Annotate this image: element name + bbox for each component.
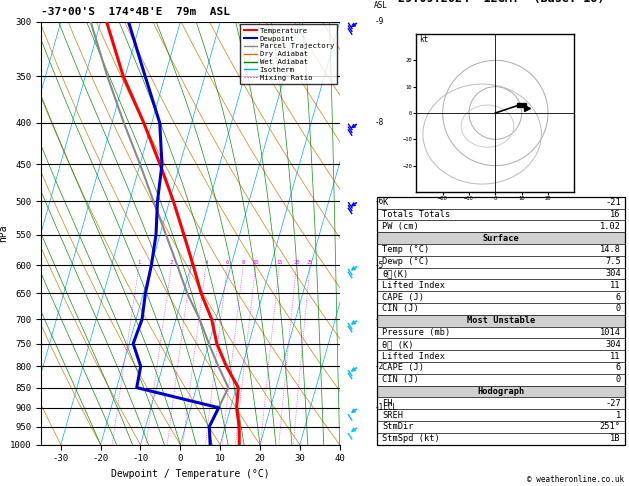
Text: SREH: SREH xyxy=(382,411,403,420)
Text: 1014: 1014 xyxy=(600,328,621,337)
Text: StmDir: StmDir xyxy=(382,422,414,432)
Text: CAPE (J): CAPE (J) xyxy=(382,293,425,302)
Text: 15: 15 xyxy=(276,260,282,265)
Text: -3: -3 xyxy=(374,315,384,324)
Text: 251°: 251° xyxy=(600,422,621,432)
Text: EH: EH xyxy=(382,399,393,408)
Text: 8: 8 xyxy=(242,260,245,265)
Text: -6: -6 xyxy=(374,197,384,206)
Text: 10: 10 xyxy=(253,260,259,265)
Text: θᴇ(K): θᴇ(K) xyxy=(382,269,409,278)
Text: 2: 2 xyxy=(170,260,173,265)
Text: Most Unstable: Most Unstable xyxy=(467,316,535,325)
Text: K: K xyxy=(382,198,387,207)
Text: 1.02: 1.02 xyxy=(600,222,621,231)
Text: 29.09.2024  12GMT  (Base: 18): 29.09.2024 12GMT (Base: 18) xyxy=(398,0,605,5)
Text: -2: -2 xyxy=(374,362,384,371)
Text: -9: -9 xyxy=(374,17,384,26)
Y-axis label: hPa: hPa xyxy=(0,225,8,242)
Text: 7.5: 7.5 xyxy=(605,257,621,266)
Text: 3: 3 xyxy=(190,260,193,265)
Text: -21: -21 xyxy=(605,198,621,207)
Text: -8: -8 xyxy=(374,119,384,127)
Text: CIN (J): CIN (J) xyxy=(382,375,419,384)
Text: 0: 0 xyxy=(616,375,621,384)
Text: StmSpd (kt): StmSpd (kt) xyxy=(382,434,440,443)
Text: Surface: Surface xyxy=(482,234,520,243)
Text: Lifted Index: Lifted Index xyxy=(382,281,445,290)
Legend: Temperature, Dewpoint, Parcel Trajectory, Dry Adiabat, Wet Adiabat, Isotherm, Mi: Temperature, Dewpoint, Parcel Trajectory… xyxy=(240,24,338,85)
X-axis label: Dewpoint / Temperature (°C): Dewpoint / Temperature (°C) xyxy=(111,469,270,479)
Text: Temp (°C): Temp (°C) xyxy=(382,245,430,255)
Text: -27: -27 xyxy=(605,399,621,408)
Text: Totals Totals: Totals Totals xyxy=(382,210,451,219)
Text: θᴇ (K): θᴇ (K) xyxy=(382,340,414,349)
Text: © weatheronline.co.uk: © weatheronline.co.uk xyxy=(528,474,625,484)
Text: Dewp (°C): Dewp (°C) xyxy=(382,257,430,266)
Text: 16: 16 xyxy=(610,210,621,219)
Text: -1LCL: -1LCL xyxy=(374,403,398,412)
Text: km
ASL: km ASL xyxy=(374,0,388,10)
Text: kt: kt xyxy=(419,35,428,44)
Text: 1B: 1B xyxy=(610,434,621,443)
Text: 25: 25 xyxy=(307,260,313,265)
Text: -5: -5 xyxy=(374,261,384,270)
Text: Hodograph: Hodograph xyxy=(477,387,525,396)
Text: 304: 304 xyxy=(605,269,621,278)
Text: 6: 6 xyxy=(616,293,621,302)
Text: 304: 304 xyxy=(605,340,621,349)
Text: 20: 20 xyxy=(293,260,300,265)
Text: PW (cm): PW (cm) xyxy=(382,222,419,231)
Text: 11: 11 xyxy=(610,281,621,290)
Text: Lifted Index: Lifted Index xyxy=(382,352,445,361)
Text: 1: 1 xyxy=(616,411,621,420)
Text: 6: 6 xyxy=(616,364,621,372)
Text: -37°00'S  174°4B'E  79m  ASL: -37°00'S 174°4B'E 79m ASL xyxy=(41,7,230,17)
Text: 4: 4 xyxy=(204,260,208,265)
Text: 11: 11 xyxy=(610,352,621,361)
Text: CIN (J): CIN (J) xyxy=(382,304,419,313)
Text: 14.8: 14.8 xyxy=(600,245,621,255)
Text: 0: 0 xyxy=(616,304,621,313)
Text: 1: 1 xyxy=(138,260,141,265)
Text: 6: 6 xyxy=(226,260,229,265)
Text: CAPE (J): CAPE (J) xyxy=(382,364,425,372)
Text: Pressure (mb): Pressure (mb) xyxy=(382,328,451,337)
